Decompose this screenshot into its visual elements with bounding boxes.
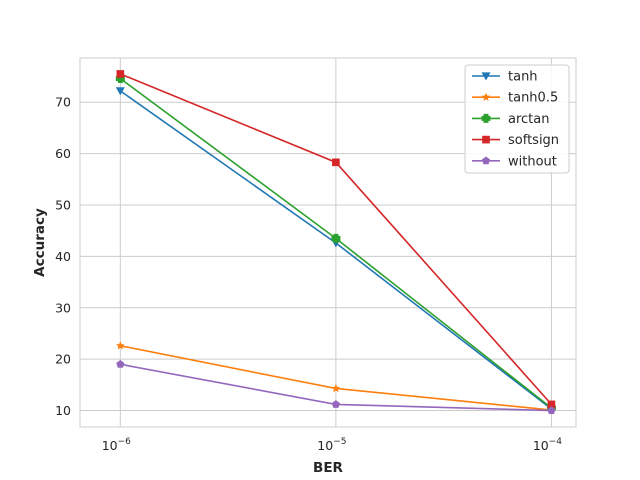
legend: tanh tanh0.5 arctan softsign without (464, 64, 570, 174)
y-tick-label: 40 (55, 249, 71, 264)
legend-entry: softsign (472, 133, 559, 148)
x-axis-label: BER (313, 460, 344, 476)
y-axis-label: Accuracy (32, 208, 48, 277)
data-point (116, 70, 125, 78)
legend-entry: without (472, 154, 557, 169)
legend-label: tanh0.5 (508, 91, 558, 106)
series-group (115, 70, 556, 415)
legend-label: arctan (508, 112, 549, 127)
y-tick-label: 70 (55, 95, 71, 110)
legend-entry: arctan (472, 112, 549, 127)
legend-entry: tanh (472, 70, 538, 85)
legend-marker (481, 92, 491, 101)
x-tick-label: 10−6 (102, 437, 131, 453)
series-without (116, 360, 556, 415)
legend-marker (481, 72, 491, 81)
data-point (331, 400, 340, 408)
legend-marker (482, 135, 490, 144)
legend-entry: tanh0.5 (472, 91, 558, 106)
data-point (115, 87, 125, 96)
data-point (116, 360, 125, 368)
data-point (116, 341, 125, 350)
y-tick-label: 30 (55, 300, 71, 315)
legend-label: softsign (508, 133, 559, 148)
data-point (547, 400, 556, 409)
series-softsign (116, 70, 556, 409)
y-tick-label: 10 (55, 403, 71, 418)
plot-area-frame (79, 57, 577, 428)
x-tick-label: 10−4 (533, 437, 562, 453)
tick-labels: 10−6 10−5 10−4 10 20 30 40 50 60 70 (55, 95, 562, 453)
legend-box (464, 64, 570, 174)
data-point (332, 158, 340, 167)
legend-label: without (508, 154, 557, 169)
y-tick-label: 50 (55, 197, 71, 212)
data-point (331, 383, 341, 393)
y-tick-label: 60 (55, 146, 71, 161)
data-point (547, 406, 556, 415)
legend-marker (481, 113, 491, 123)
y-tick-label: 20 (55, 352, 71, 367)
data-point (331, 233, 341, 243)
legend-marker (481, 156, 491, 165)
legend-label: tanh (508, 70, 538, 85)
x-tick-label: 10−5 (317, 437, 346, 453)
